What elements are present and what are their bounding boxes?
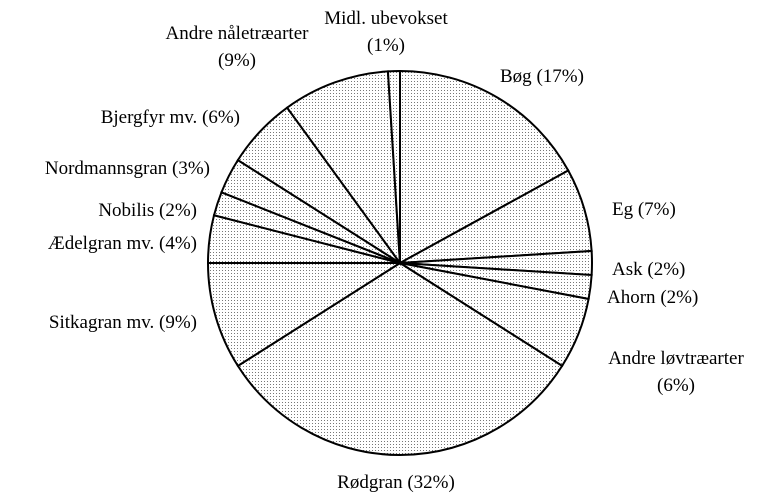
slice-value-label: (9%) — [218, 50, 256, 71]
slice-name: Ask — [612, 259, 643, 280]
pie-slice — [206, 262, 404, 368]
slice-value-label: (9%) — [159, 312, 197, 333]
slice-value-label: (17%) — [536, 66, 583, 87]
slice-value-label: (2%) — [660, 287, 698, 308]
slice-label: Nordmannsgran (3%) — [45, 158, 210, 179]
slice-name: Bjergfyr mv. — [101, 107, 198, 128]
slice-value-label: (2%) — [159, 200, 197, 221]
slice-label: Eg (7%) — [612, 199, 676, 220]
slice-value-label: (6%) — [202, 107, 240, 128]
slice-label: Ædelgran mv. (4%) — [48, 233, 197, 254]
slice-value-label: (3%) — [172, 158, 210, 179]
slice-name: Nobilis — [98, 200, 154, 221]
slice-name: Ædelgran mv. — [48, 233, 154, 254]
slice-label: Andre nåletræarter — [166, 23, 310, 44]
slice-value-label: (2%) — [647, 259, 685, 280]
slice-label: Bøg (17%) — [500, 66, 584, 87]
slice-value-label: (1%) — [367, 35, 405, 56]
slice-label: Sitkagran mv. (9%) — [49, 312, 197, 333]
slice-name: Bøg — [500, 66, 532, 87]
slice-value-label: (4%) — [159, 233, 197, 254]
slice-name: Sitkagran mv. — [49, 312, 154, 333]
slice-name: Ahorn — [607, 287, 656, 308]
slice-label: Nobilis (2%) — [98, 200, 197, 221]
slice-name: Nordmannsgran — [45, 158, 168, 179]
pie-slice — [386, 69, 401, 264]
slice-label: Bjergfyr mv. (6%) — [101, 107, 240, 128]
slice-name: Rødgran — [337, 472, 403, 493]
slice-label: Ask (2%) — [612, 259, 685, 280]
slice-value-label: (32%) — [407, 472, 454, 493]
slice-label: Andre løvtræarter — [608, 348, 744, 369]
slice-name: Eg — [612, 199, 634, 220]
pie-slice — [399, 69, 570, 265]
slice-label: Ahorn (2%) — [607, 287, 698, 308]
slice-label: Rødgran (32%) — [337, 472, 455, 493]
slice-label: Midl. ubevokset — [324, 8, 448, 29]
slice-value-label: (7%) — [638, 199, 676, 220]
slice-value-label: (6%) — [657, 375, 695, 396]
pie-slice — [236, 261, 564, 456]
pie-slice — [285, 70, 402, 267]
